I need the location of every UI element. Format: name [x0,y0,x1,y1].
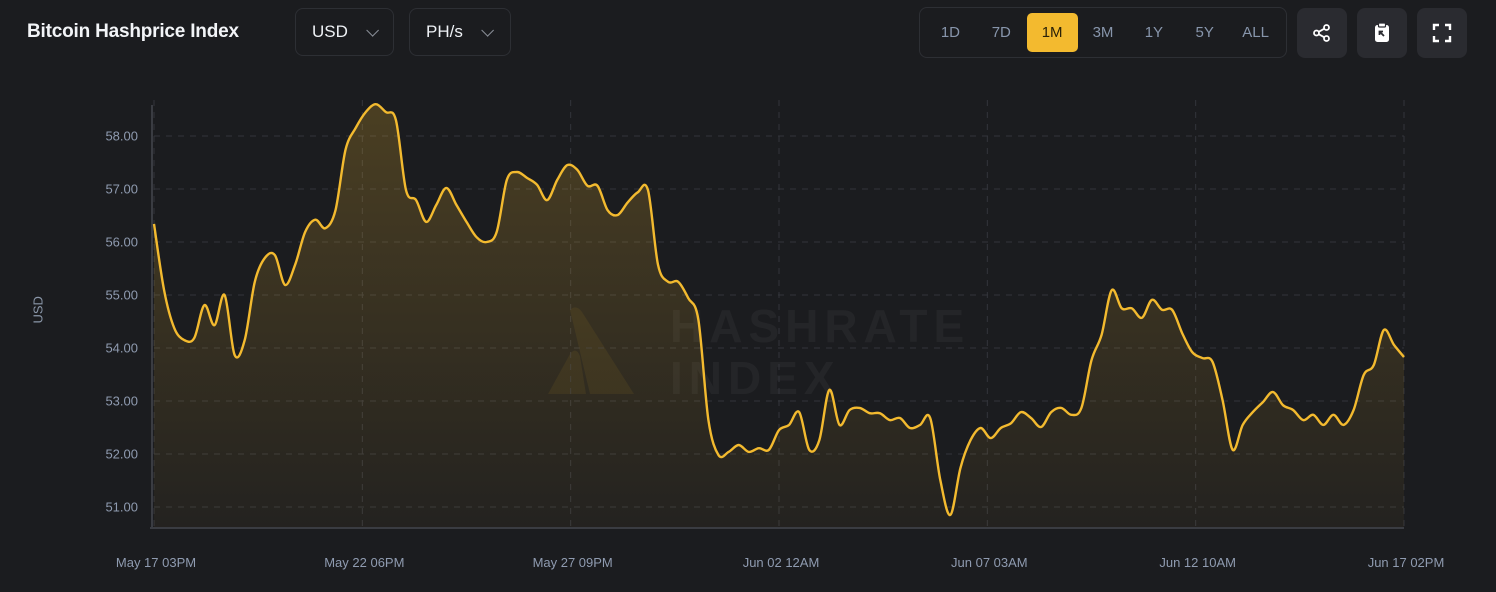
range-1m-button[interactable]: 1M [1026,13,1078,52]
time-range-selector: 1D 7D 1M 3M 1Y 5Y ALL [919,7,1287,58]
unit-dropdown[interactable]: PH/s [409,8,511,56]
range-3m-button[interactable]: 3M [1092,24,1114,41]
x-tick-label: Jun 02 12AM [743,555,820,570]
y-tick-label: 54.00 [105,341,138,356]
copy-to-clipboard-button[interactable] [1357,8,1407,58]
y-tick-label: 53.00 [105,394,138,409]
x-tick-label: May 22 06PM [324,555,404,570]
currency-value: USD [312,22,348,41]
x-tick-label: May 27 09PM [533,555,613,570]
y-tick-label: 51.00 [105,500,138,515]
y-tick-label: 58.00 [105,129,138,144]
range-1d-button[interactable]: 1D [940,24,961,41]
x-tick-label: Jun 17 02PM [1368,555,1445,570]
share-icon [1313,24,1330,42]
series-line [152,103,1405,517]
range-5y-button[interactable]: 5Y [1195,24,1214,41]
watermark-text: HASHRATEINDEX [670,300,970,404]
y-tick-label: 55.00 [105,288,138,303]
x-tick-label: Jun 12 10AM [1159,555,1236,570]
clipboard-icon [1375,22,1389,42]
share-button[interactable] [1297,8,1347,58]
watermark-logo: HASHRATEINDEX [530,300,970,404]
x-tick-label: Jun 07 03AM [951,555,1028,570]
range-1y-button[interactable]: 1Y [1144,24,1164,41]
fullscreen-icon [1432,23,1452,43]
y-tick-label: 56.00 [105,235,138,250]
x-tick-label: May 17 03PM [116,555,196,570]
unit-value: PH/s [426,22,463,41]
y-tick-label: 57.00 [105,182,138,197]
chart-title: Bitcoin Hashprice Index [27,21,239,42]
series-area [154,104,1404,527]
range-7d-button[interactable]: 7D [991,24,1011,41]
currency-dropdown[interactable]: USD [295,8,394,56]
y-tick-label: 52.00 [105,447,138,462]
fullscreen-button[interactable] [1417,8,1467,58]
range-all-button[interactable]: ALL [1242,24,1269,41]
